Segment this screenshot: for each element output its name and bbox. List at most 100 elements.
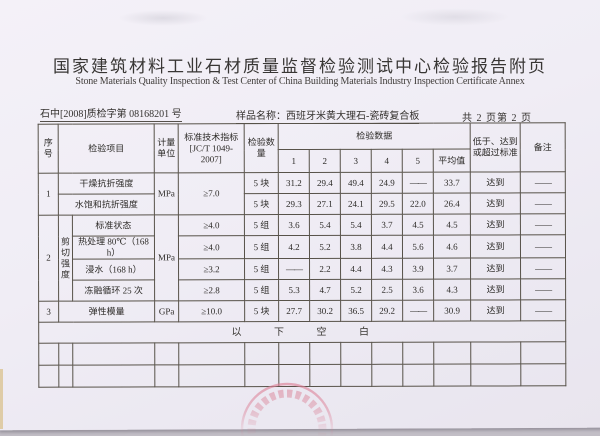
- data-cell: 5.2: [340, 279, 372, 301]
- data-cell: 4.2: [278, 235, 310, 259]
- table-row: 浸水（168 h） ≥3.2 5 组 —— 2.2 4.4 4.3 3.9 3.…: [39, 257, 566, 281]
- col-header-3: 3: [340, 149, 372, 173]
- col-header-5: 5: [402, 149, 434, 173]
- data-cell: ——: [278, 258, 310, 280]
- avg-cell: 33.7: [433, 172, 471, 194]
- data-cell: ——: [402, 300, 434, 322]
- qty-cell: 5 块: [244, 172, 279, 194]
- result-cell: 达到: [470, 234, 521, 259]
- document-number: 石中[2008]质检字第 08168201 号: [40, 105, 182, 122]
- qty-cell: 5 组: [244, 279, 279, 301]
- data-cell: 27.7: [278, 300, 310, 322]
- item-cell: 浸水（168 h）: [72, 258, 155, 281]
- result-cell: 达到: [470, 299, 521, 322]
- result-cell: 达到: [470, 257, 521, 280]
- data-cell: 4.4: [340, 258, 372, 280]
- standard-cell: ≥3.2: [178, 258, 245, 280]
- data-cell: 5.4: [340, 214, 372, 236]
- avg-cell: 30.9: [433, 300, 471, 322]
- sample-name: 样品名称：西班牙米黄大理石-瓷砖复合板: [236, 107, 420, 124]
- unit-cell: MPa: [154, 172, 179, 215]
- remark-cell: ——: [520, 213, 566, 235]
- qty-cell: 5 组: [244, 235, 279, 259]
- col-header-result: 低于、达到 或超过标准: [470, 122, 521, 173]
- col-header-item: 检验项目: [58, 123, 155, 174]
- avg-cell: 26.4: [433, 193, 471, 215]
- col-header-remark: 备注: [520, 122, 566, 172]
- result-cell: 达到: [470, 213, 521, 236]
- qty-cell: 5 组: [244, 214, 279, 236]
- item-cell: 热处理 80℃（168 h）: [72, 235, 155, 260]
- data-cell: 27.1: [309, 193, 341, 215]
- data-cell: 3.8: [340, 235, 372, 259]
- col-header-unit: 计量单位: [154, 123, 179, 173]
- table-row: 2 剪切强度 标准状态 MPa ≥4.0 5 组 3.6 5.4 5.4 3.7…: [38, 213, 566, 302]
- data-cell: 2.5: [371, 279, 403, 301]
- avg-cell: 4.5: [433, 214, 471, 236]
- table-row: 水饱和抗折强度 5 块 29.3 27.1 24.1 29.5 22.0 26.…: [38, 192, 566, 216]
- col-header-avg: 平均值: [433, 149, 471, 173]
- col-header-data: 检验数据: [278, 123, 471, 150]
- avg-cell: 4.6: [433, 235, 471, 259]
- item-cell: 冻融循环 25 次: [72, 279, 155, 302]
- data-cell: 49.4: [340, 172, 372, 194]
- row-group-label: 剪切强度: [58, 215, 73, 302]
- red-seal-stamp: [240, 382, 334, 436]
- table-row: 热处理 80℃（168 h） ≥4.0 5 组 4.2 5.2 3.8 4.4 …: [38, 234, 566, 260]
- data-cell: 4.4: [371, 235, 403, 259]
- avg-cell: 4.3: [433, 279, 471, 301]
- unit-cell: MPa: [154, 214, 179, 301]
- data-cell: 3.6: [278, 214, 310, 236]
- table-row: 3 弹性模量 GPa ≥10.0 5 块 27.7 30.2 36.5 29.2…: [38, 299, 566, 323]
- col-header-standard: 标准技术指标 [JC/T 1049-2007]: [178, 123, 245, 173]
- standard-cell: ≥4.0: [178, 235, 245, 259]
- data-cell: 5.3: [278, 279, 310, 301]
- data-cell: ——: [402, 172, 434, 194]
- standard-cell: ≥7.0: [178, 172, 245, 215]
- empty-row: [38, 341, 566, 366]
- remark-cell: ——: [520, 192, 566, 214]
- result-cell: 达到: [470, 171, 521, 194]
- data-cell: 5.2: [309, 235, 341, 259]
- data-cell: 36.5: [340, 300, 372, 322]
- result-cell: 达到: [470, 192, 521, 215]
- row-no: 2: [38, 215, 59, 302]
- remark-cell: ——: [520, 278, 566, 300]
- qty-cell: 5 块: [244, 300, 279, 322]
- standard-cell: ≥4.0: [178, 214, 245, 236]
- remark-cell: ——: [520, 171, 566, 193]
- item-cell: 水饱和抗折强度: [58, 193, 155, 216]
- item-cell: 干燥抗折强度: [58, 172, 155, 195]
- col-header-no: 序号: [38, 124, 59, 174]
- result-cell: 达到: [470, 278, 521, 301]
- remark-cell: ——: [520, 257, 566, 279]
- data-cell: 24.1: [340, 193, 372, 215]
- data-cell: 3.9: [402, 258, 434, 280]
- data-cell: 29.5: [371, 193, 403, 215]
- col-header-1: 1: [278, 149, 310, 173]
- data-cell: 2.2: [309, 258, 341, 280]
- data-cell: 22.0: [402, 193, 434, 215]
- qty-cell: 5 组: [244, 258, 279, 280]
- remark-cell: ——: [520, 299, 566, 321]
- page-subtitle: Stone Materials Quality Inspection & Tes…: [75, 76, 525, 87]
- inspection-table: 序号 检验项目 计量单位 标准技术指标 [JC/T 1049-2007] 检验数…: [37, 122, 567, 388]
- standard-cell: ≥2.8: [178, 279, 245, 301]
- col-header-2: 2: [309, 149, 341, 173]
- data-cell: 5.4: [309, 214, 341, 236]
- table-row: 冻融循环 25 次 ≥2.8 5 组 5.3 4.7 5.2 2.5 3.6 4…: [39, 278, 566, 302]
- data-cell: 4.3: [371, 258, 403, 280]
- data-cell: 4.5: [402, 214, 434, 236]
- data-cell: 29.3: [278, 193, 310, 215]
- data-cell: 3.6: [402, 279, 434, 301]
- unit-cell: GPa: [154, 300, 179, 322]
- item-cell: 弹性模量: [58, 300, 155, 323]
- data-cell: 29.4: [309, 172, 341, 194]
- avg-cell: 3.7: [433, 258, 471, 280]
- data-cell: 3.7: [371, 214, 403, 236]
- data-cell: 5.6: [402, 235, 434, 259]
- col-header-qty: 检验数量: [244, 123, 279, 173]
- item-cell: 标准状态: [72, 214, 155, 237]
- standard-cell: ≥10.0: [178, 300, 245, 322]
- col-header-4: 4: [371, 149, 403, 173]
